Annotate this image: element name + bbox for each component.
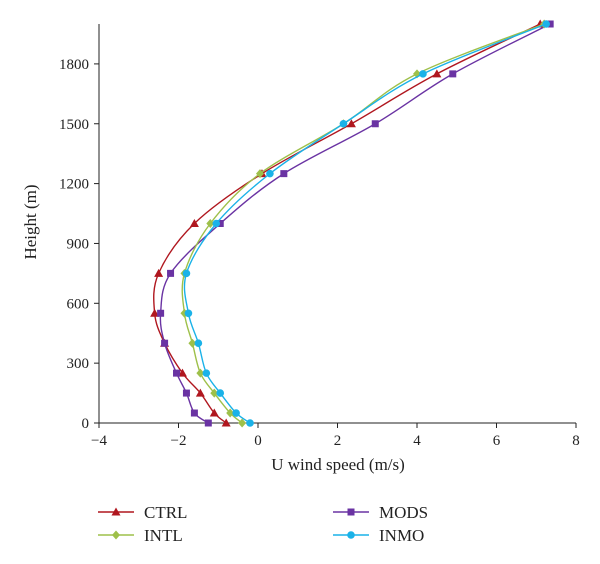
data-point-square bbox=[204, 419, 212, 427]
legend-label: INMO bbox=[379, 526, 424, 545]
data-point-circle bbox=[202, 369, 211, 377]
legend-item-inmo: INMO bbox=[333, 526, 424, 545]
legend-item-intl: INTL bbox=[98, 526, 183, 545]
data-point-triangle bbox=[150, 308, 160, 317]
data-point-circle bbox=[419, 70, 427, 78]
data-point-circle bbox=[347, 531, 355, 539]
data-point-circle bbox=[216, 389, 225, 397]
data-point-triangle bbox=[432, 69, 442, 78]
data-point-circle bbox=[246, 419, 254, 427]
data-point-square bbox=[157, 309, 165, 317]
data-point-square bbox=[167, 269, 175, 277]
data-point-circle bbox=[339, 119, 348, 128]
y-axis-title: Height (m) bbox=[21, 184, 40, 259]
y-tick-label: 300 bbox=[67, 356, 90, 372]
legend-label: MODS bbox=[379, 503, 428, 522]
data-point-square bbox=[182, 389, 190, 397]
data-point-triangle bbox=[209, 408, 219, 417]
data-point-square bbox=[546, 20, 554, 28]
x-tick-label: −2 bbox=[171, 433, 187, 449]
y-tick-label: 1200 bbox=[59, 177, 89, 193]
data-point-diamond bbox=[255, 169, 264, 179]
series-inmo bbox=[182, 20, 550, 427]
data-point-circle bbox=[184, 309, 193, 318]
x-tick-label: 2 bbox=[334, 433, 342, 449]
data-point-circle bbox=[194, 339, 203, 348]
data-point-triangle bbox=[189, 219, 199, 227]
x-tick-label: 8 bbox=[572, 433, 580, 449]
data-point-square bbox=[190, 409, 198, 417]
legend-item-ctrl: CTRL bbox=[98, 503, 187, 522]
data-point-square bbox=[371, 120, 379, 128]
x-tick-label: 4 bbox=[413, 433, 421, 449]
data-point-circle bbox=[232, 409, 240, 417]
data-point-triangle bbox=[221, 418, 231, 427]
data-point-square bbox=[161, 339, 169, 347]
legend-label: INTL bbox=[144, 526, 183, 545]
x-tick-label: −4 bbox=[91, 433, 107, 449]
legend-item-mods: MODS bbox=[333, 503, 428, 522]
series-layer bbox=[150, 19, 554, 428]
data-point-triangle bbox=[154, 268, 164, 277]
y-tick-label: 0 bbox=[82, 416, 90, 432]
data-point-diamond bbox=[112, 530, 120, 540]
x-tick-label: 0 bbox=[254, 433, 262, 449]
data-point-diamond bbox=[196, 368, 205, 378]
y-tick-label: 1500 bbox=[59, 117, 89, 133]
data-point-diamond bbox=[238, 418, 247, 428]
data-point-diamond bbox=[210, 388, 219, 398]
data-point-triangle bbox=[177, 368, 187, 377]
data-point-triangle bbox=[111, 507, 121, 516]
data-point-circle bbox=[182, 269, 191, 278]
y-tick-label: 600 bbox=[67, 296, 90, 312]
data-point-square bbox=[449, 70, 457, 78]
data-point-triangle bbox=[195, 388, 205, 397]
series-mods bbox=[157, 20, 554, 427]
y-tick-label: 1800 bbox=[59, 57, 89, 73]
data-point-square bbox=[216, 220, 224, 227]
data-point-circle bbox=[212, 219, 221, 228]
x-tick-label: 6 bbox=[493, 433, 501, 449]
data-point-square bbox=[173, 369, 181, 377]
series-intl bbox=[180, 19, 549, 428]
y-tick-label: 900 bbox=[67, 236, 90, 252]
series-line-intl bbox=[181, 23, 545, 424]
data-point-diamond bbox=[206, 219, 215, 228]
data-point-triangle bbox=[346, 119, 356, 128]
legend: CTRL MODS INTL INMO bbox=[98, 503, 428, 545]
axes: −4 −2 0 2 4 6 8 0 300 600 900 1200 1500 1800 bbox=[59, 24, 580, 449]
series-line-inmo bbox=[183, 23, 547, 424]
data-point-circle bbox=[542, 20, 550, 28]
x-axis-title: U wind speed (m/s) bbox=[271, 455, 405, 474]
data-point-square bbox=[347, 508, 355, 516]
data-point-diamond bbox=[226, 408, 235, 418]
data-point-circle bbox=[266, 169, 274, 178]
data-point-square bbox=[280, 170, 288, 178]
legend-label: CTRL bbox=[144, 503, 187, 522]
data-point-diamond bbox=[188, 338, 197, 348]
